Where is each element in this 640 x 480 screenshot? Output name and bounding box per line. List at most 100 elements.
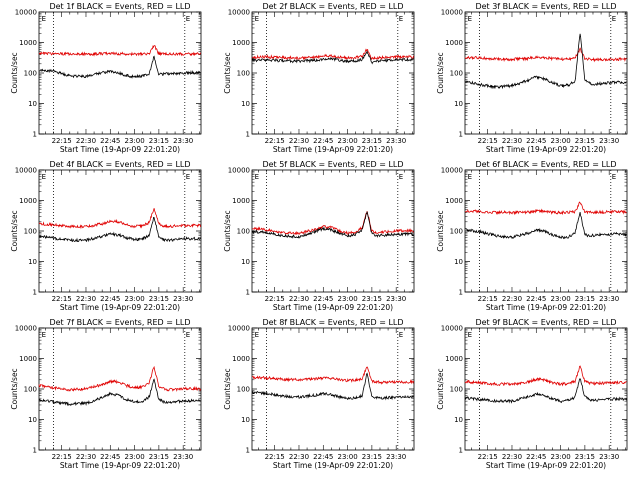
plot-frame [251,11,415,135]
x-tick-label: 23:30 [599,295,619,303]
y-tick-label: 10000 [15,9,37,17]
x-tick-label: 22:15 [52,453,72,461]
y-tick-label: 100 [24,386,37,394]
y-tick-label: 1000 [445,39,463,47]
e-marker-label: E [468,331,472,339]
y-tick-label: 1000 [445,355,463,363]
y-tick-label: 1 [33,289,37,297]
x-tick-label: 22:15 [265,453,285,461]
y-tick-label: 100 [450,386,463,394]
x-tick-label: 22:30 [76,137,96,145]
y-axis-label: Counts/sec [223,368,232,409]
x-tick-label: 22:15 [52,295,72,303]
x-tick-label: 23:30 [599,137,619,145]
x-tick-label: 22:45 [313,295,333,303]
e-marker-label: E [42,173,46,181]
y-tick-label: 10 [241,258,250,266]
lld-series-line [251,211,414,236]
x-tick-label: 23:15 [149,453,169,461]
events-series-line [251,372,414,401]
x-tick-label: 23:15 [362,295,382,303]
events-series-line [464,211,627,240]
events-series-line [464,33,627,90]
x-tick-label: 22:45 [526,137,546,145]
plot-frame [464,327,628,451]
x-tick-label: 23:15 [362,137,382,145]
e-marker-label: E [468,15,472,23]
x-tick-label: 22:45 [100,453,120,461]
y-tick-label: 1 [246,131,250,139]
y-axis-label: Counts/sec [10,210,19,251]
lld-series-line [251,48,414,61]
y-axis-label: Counts/sec [10,52,19,93]
panel-title: Det 2f BLACK = Events, RED = LLD [262,2,403,11]
panel-title: Det 5f BLACK = Events, RED = LLD [262,160,403,169]
x-tick-label: 22:45 [313,137,333,145]
panel-title: Det 4f BLACK = Events, RED = LLD [49,160,190,169]
y-tick-label: 10000 [441,325,463,333]
x-tick-label: 23:30 [173,295,193,303]
y-tick-label: 10000 [441,9,463,17]
x-tick-label: 23:15 [575,137,595,145]
events-series-line [251,50,414,65]
x-tick-label: 22:45 [100,295,120,303]
y-tick-label: 1 [459,447,463,455]
lld-series-line [464,201,627,216]
panel-title: Det 3f BLACK = Events, RED = LLD [475,2,616,11]
x-tick-label: 23:15 [149,137,169,145]
panel-1: Det 1f BLACK = Events, RED = LLD 1 10 100 10… [10,2,202,154]
events-series-line [38,55,201,79]
y-tick-label: 1 [459,289,463,297]
y-tick-label: 10000 [15,325,37,333]
events-series-line [38,217,201,243]
lld-series-line [38,208,201,230]
x-tick-label: 22:30 [502,295,522,303]
x-tick-label: 22:15 [52,137,72,145]
plot-frame [38,169,202,293]
y-tick-label: 10000 [228,325,250,333]
x-axis-label: Start Time (19-Apr-09 22:01:20) [486,303,606,312]
x-tick-label: 23:00 [337,453,357,461]
e-marker-label: E [186,15,190,23]
e-marker-label: E [186,331,190,339]
e-marker-label: E [612,15,616,23]
y-tick-label: 10 [454,258,463,266]
x-tick-label: 22:45 [526,295,546,303]
x-tick-label: 23:00 [550,453,570,461]
x-axis-label: Start Time (19-Apr-09 22:01:20) [60,303,180,312]
y-tick-label: 1000 [19,197,37,205]
e-marker-label: E [42,331,46,339]
y-tick-label: 10 [454,416,463,424]
e-marker-label: E [468,173,472,181]
y-tick-label: 1000 [232,39,250,47]
x-tick-label: 22:30 [289,137,309,145]
y-tick-label: 1000 [445,197,463,205]
x-tick-label: 22:15 [265,137,285,145]
y-axis-label: Counts/sec [223,210,232,251]
y-tick-label: 100 [24,228,37,236]
x-tick-label: 23:30 [599,453,619,461]
x-tick-label: 22:45 [526,453,546,461]
y-tick-label: 100 [450,228,463,236]
y-axis-label: Counts/sec [436,368,445,409]
e-marker-label: E [612,173,616,181]
x-tick-label: 23:00 [337,137,357,145]
panel-3: Det 3f BLACK = Events, RED = LLD 1 10 100 10… [436,2,628,154]
panel-title: Det 6f BLACK = Events, RED = LLD [475,160,616,169]
y-tick-label: 1 [246,289,250,297]
e-marker-label: E [255,331,259,339]
x-axis-label: Start Time (19-Apr-09 22:01:20) [60,461,180,470]
y-tick-label: 1000 [19,355,37,363]
y-tick-label: 10 [28,258,37,266]
x-tick-label: 23:30 [386,453,406,461]
x-tick-label: 22:45 [100,137,120,145]
e-marker-label: E [399,173,403,181]
y-tick-label: 1 [246,447,250,455]
y-tick-label: 10000 [228,167,250,175]
panel-8: Det 8f BLACK = Events, RED = LLD 1 10 100 10… [223,318,415,470]
e-marker-label: E [186,173,190,181]
x-tick-label: 23:30 [173,137,193,145]
x-tick-label: 22:30 [289,453,309,461]
x-tick-label: 22:15 [265,295,285,303]
